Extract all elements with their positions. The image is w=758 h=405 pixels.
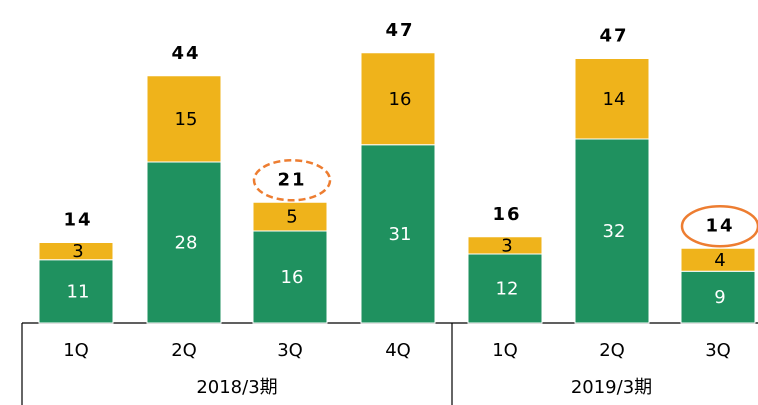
- total-label: 47: [599, 26, 628, 47]
- segment-label: 15: [175, 109, 198, 130]
- category-label: 4Q: [385, 340, 411, 361]
- segment-label: 31: [389, 224, 412, 245]
- segment-label: 12: [496, 279, 519, 300]
- total-label: 21: [277, 169, 306, 190]
- bar-segment: [680, 247, 756, 272]
- highlight-ellipse: [252, 159, 332, 202]
- segment-label: 14: [603, 89, 626, 110]
- highlight-ellipse: [680, 205, 758, 248]
- category-label: 3Q: [277, 340, 303, 361]
- total-label: 47: [385, 20, 414, 41]
- segment-label: 5: [286, 207, 297, 228]
- category-label: 1Q: [63, 340, 89, 361]
- segment-label: 16: [389, 89, 412, 110]
- segment-label: 11: [67, 281, 90, 302]
- segment-label: 4: [714, 250, 725, 271]
- bar-segment: [574, 58, 650, 140]
- category-label: 2Q: [171, 340, 197, 361]
- segment-label: 16: [281, 267, 304, 288]
- group-label: 2018/3期: [196, 377, 277, 398]
- category-label: 1Q: [492, 340, 518, 361]
- segment-label: 32: [603, 221, 626, 242]
- total-label: 16: [492, 204, 521, 225]
- bar-segment: [467, 253, 543, 324]
- total-label: 14: [705, 215, 734, 236]
- segment-label: 3: [501, 235, 512, 256]
- bar-segment: [146, 161, 222, 324]
- segment-label: 9: [714, 287, 725, 308]
- bar-segment: [360, 144, 436, 324]
- bar-segment: [467, 236, 543, 255]
- bar-segment: [252, 201, 328, 232]
- group-label: 2019/3期: [571, 377, 652, 398]
- segment-label: 3: [72, 241, 83, 262]
- category-label: 2Q: [599, 340, 625, 361]
- total-label: 14: [63, 210, 92, 231]
- bar-segment: [574, 138, 650, 324]
- category-label: 3Q: [705, 340, 731, 361]
- bar-segment: [38, 242, 114, 261]
- bar-segment: [38, 259, 114, 324]
- bar-segment: [360, 52, 436, 146]
- bar-segment: [146, 75, 222, 163]
- total-label: 44: [171, 43, 200, 64]
- segment-label: 28: [175, 233, 198, 254]
